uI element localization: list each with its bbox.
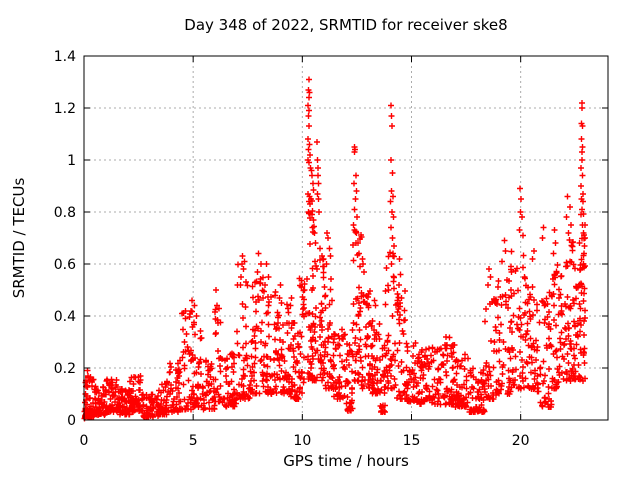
- data-point-markers: [81, 76, 588, 422]
- x-axis-label: GPS time / hours: [283, 452, 409, 470]
- x-tick-label: 20: [512, 433, 530, 449]
- y-tick-label: 1: [67, 153, 76, 169]
- y-tick-label: 0.2: [54, 361, 76, 377]
- y-tick-label: 0.8: [54, 205, 76, 221]
- y-tick-label: 0.6: [54, 257, 76, 273]
- axes-and-ticks: 0 5 10 15 20 0 0.2 0.4 0.6 0.8 1 1.2 1.4: [54, 49, 609, 449]
- plot-border: [83, 55, 609, 421]
- y-tick-label: 0.4: [54, 309, 76, 325]
- y-tick-label: 0: [67, 413, 76, 429]
- x-tick-label: 15: [403, 433, 421, 449]
- x-tick-label: 0: [80, 433, 89, 449]
- x-tick-label: 5: [189, 433, 198, 449]
- chart-title: Day 348 of 2022, SRMTID for receiver ske…: [184, 16, 507, 34]
- y-tick-label: 1.2: [54, 101, 76, 117]
- y-axis-label: SRMTID / TECUs: [10, 178, 28, 299]
- x-tick-label: 10: [293, 433, 311, 449]
- tick-marks: [83, 55, 608, 421]
- scatter-points: [81, 76, 588, 422]
- y-tick-label: 1.4: [54, 49, 76, 65]
